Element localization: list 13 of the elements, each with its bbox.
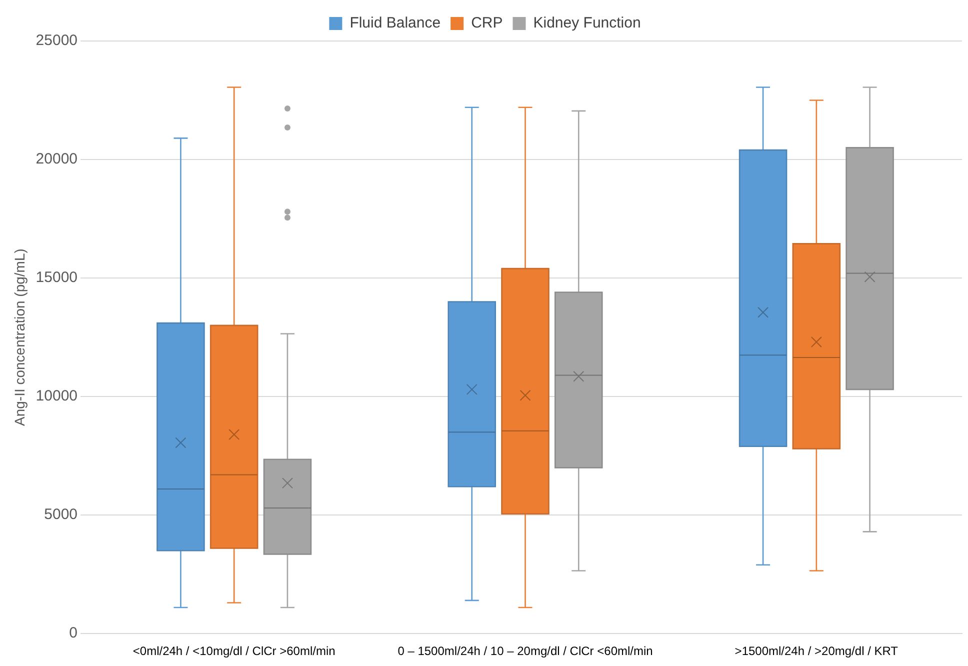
y-tick-label: 20000 <box>36 150 78 168</box>
y-tick-label: 15000 <box>36 269 78 286</box>
x-tick-label: <0ml/24h / <10mg/dl / ClCr >60ml/min <box>132 644 336 658</box>
y-tick-label: 10000 <box>36 388 78 405</box>
legend-label: Fluid Balance <box>350 14 441 32</box>
y-tick-label: 0 <box>69 624 78 642</box>
legend-label: CRP <box>471 14 503 32</box>
y-tick-label: 25000 <box>36 32 78 50</box>
legend-label: Kidney Function <box>533 14 641 32</box>
y-tick-label: 5000 <box>44 506 78 524</box>
x-tick-label: >1500ml/24h / >20mg/dl / KRT <box>734 644 899 658</box>
x-tick-label: 0 – 1500ml/24h / 10 – 20mg/dl / ClCr <60ml/min <box>398 644 653 658</box>
y-axis-title: Ang-II concentration (pg/mL) <box>11 248 28 426</box>
